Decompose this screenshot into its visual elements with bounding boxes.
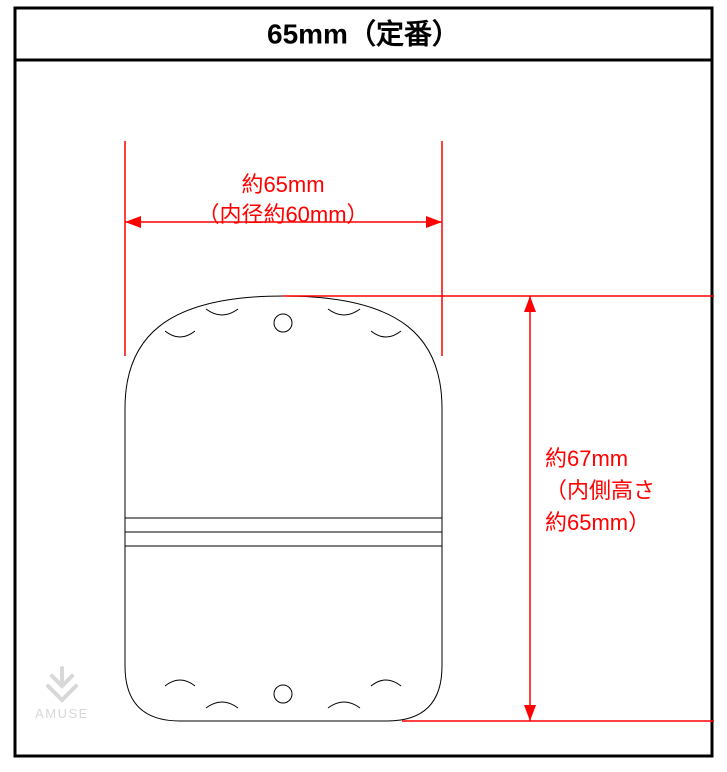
capsule-outline — [125, 296, 442, 721]
dimension-arrowhead-icon — [125, 216, 141, 228]
diagram-svg: 65mm（定番） AMUSE 約65mm （内径約60mm） 約67mm （内側高さ約65… — [0, 0, 727, 772]
width-sublabel: （内径約60mm） — [197, 202, 368, 227]
height-label: 約67mm — [545, 446, 628, 471]
watermark-text: AMUSE — [35, 706, 89, 721]
height-sublabel: （内側高さ — [545, 478, 655, 503]
title-text: 65mm（定番） — [267, 18, 460, 50]
dimension-arrowhead-icon — [524, 705, 536, 721]
dimension-arrowhead-icon — [524, 296, 536, 312]
diagram-container: 65mm（定番） AMUSE 約65mm （内径約60mm） 約67mm （内側高さ約65… — [0, 0, 727, 772]
width-label: 約65mm — [241, 172, 324, 197]
dimension-arrowhead-icon — [426, 216, 442, 228]
height-sublabel: 約65mm） — [545, 510, 650, 535]
